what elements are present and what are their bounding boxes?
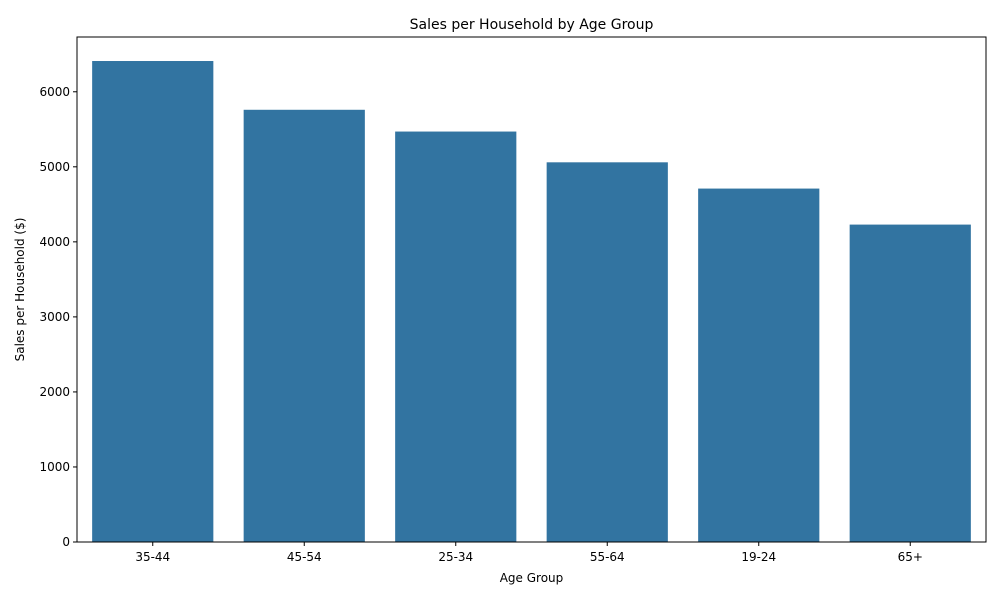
- bar-45-54: [243, 109, 365, 542]
- bar-25-34: [395, 131, 517, 542]
- y-axis-label: Sales per Household ($): [13, 218, 27, 362]
- x-tick-label: 25-34: [438, 550, 473, 564]
- bar-35-44: [92, 61, 214, 542]
- y-tick-label: 3000: [39, 310, 70, 324]
- x-axis-label: Age Group: [500, 571, 564, 585]
- x-tick-label: 19-24: [741, 550, 776, 564]
- bar-65+: [849, 224, 971, 542]
- x-tick-label: 35-44: [135, 550, 170, 564]
- y-axis: 0 1000 2000 3000 4000 5000 6000: [39, 85, 77, 549]
- x-tick-label: 45-54: [287, 550, 322, 564]
- plot-frame: [76, 36, 987, 543]
- y-tick-label: 2000: [39, 385, 70, 399]
- x-axis: 35-44 45-54 25-34 55-64 19-24 65+: [135, 542, 923, 564]
- bar-55-64: [546, 162, 668, 542]
- bars-layer: [92, 61, 971, 542]
- chart-title: Sales per Household by Age Group: [410, 17, 654, 33]
- y-tick-label: 4000: [39, 235, 70, 249]
- y-tick-label: 1000: [39, 460, 70, 474]
- y-tick-label: 6000: [39, 85, 70, 99]
- y-tick-label: 5000: [39, 160, 70, 174]
- bar-19-24: [698, 188, 820, 542]
- x-tick-label: 55-64: [590, 550, 625, 564]
- x-tick-label: 65+: [898, 550, 923, 564]
- y-tick-label: 0: [62, 535, 70, 549]
